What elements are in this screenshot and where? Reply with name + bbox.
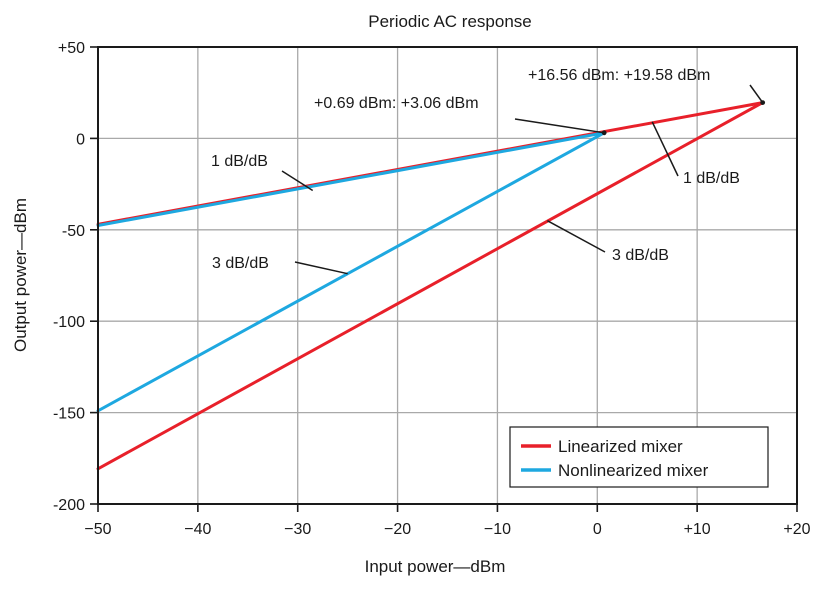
legend-box — [509, 426, 769, 488]
annotation-label: 1 dB/dB — [211, 153, 268, 170]
x-tick-label: +10 — [684, 521, 711, 538]
annotation-label: 3 dB/dB — [612, 247, 669, 264]
y-tick-label: -200 — [53, 497, 85, 514]
annotation-label: 1 dB/dB — [683, 170, 740, 187]
y-tick-label: +50 — [58, 40, 85, 57]
legend-label: Linearized mixer — [558, 437, 683, 456]
annotation-leader-line — [749, 84, 764, 104]
x-tick-label: −30 — [284, 521, 311, 538]
annotation-leader-line — [281, 170, 314, 192]
y-tick-label: 0 — [76, 131, 85, 148]
annotation-label: +0.69 dBm: +3.06 dBm — [314, 95, 479, 112]
y-tick-label: -100 — [53, 314, 85, 331]
annotation-label: 3 dB/dB — [212, 255, 269, 272]
plot-frame — [97, 46, 798, 505]
x-tick-label: −50 — [84, 521, 111, 538]
annotation-leader-line — [546, 220, 606, 253]
annotation-leader-line — [294, 261, 348, 275]
x-axis-label: Input power—dBm — [365, 557, 506, 576]
x-tick-label: −40 — [184, 521, 211, 538]
legend: Linearized mixer Nonlinearized mixer — [509, 426, 769, 488]
x-tick-label: −10 — [484, 521, 511, 538]
annotation-label: +16.56 dBm: +19.58 dBm — [528, 67, 710, 84]
y-tick-label: -150 — [53, 406, 85, 423]
series-lines — [96, 100, 766, 471]
y-axis-label: Output power—dBm — [11, 198, 30, 352]
annotations: +16.56 dBm: +19.58 dBm +0.69 dBm: +3.06 d… — [211, 67, 764, 275]
y-tick-label: -50 — [62, 223, 85, 240]
chart-title: Periodic AC response — [368, 12, 531, 31]
annotation-leader-line — [651, 121, 679, 177]
legend-label: Nonlinearized mixer — [558, 461, 709, 480]
annotation-leader-line — [514, 118, 605, 134]
nonlinearized-mixer-line — [96, 131, 606, 227]
x-tick-label: 0 — [593, 521, 602, 538]
x-tick-label: −20 — [384, 521, 411, 538]
linearized-mixer-line — [96, 101, 765, 471]
nonlinearized-mixer-line — [96, 131, 606, 413]
axis-ticks: −50 −40 −30 −20 −10 0 +10 +20 -200 -150 -100 -50 0 +5… — [53, 40, 811, 538]
x-tick-label: +20 — [783, 521, 810, 538]
